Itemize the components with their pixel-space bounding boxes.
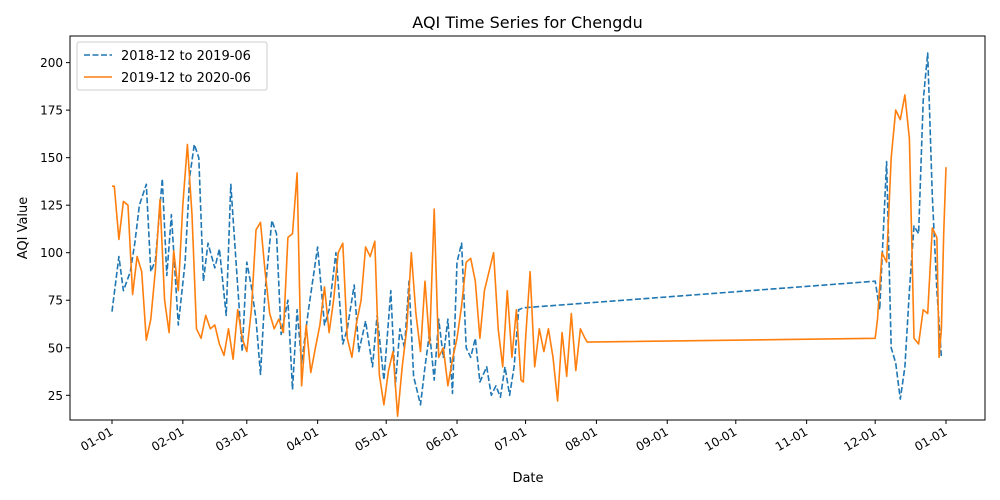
legend: 2018-12 to 2019-06 2019-12 to 2020-06: [76, 41, 268, 91]
y-tick-label: 175: [40, 104, 63, 118]
legend-box: [76, 41, 268, 91]
y-axis-label: AQI Value: [16, 197, 31, 260]
x-axis-label: Date: [512, 471, 543, 486]
y-tick-label: 25: [48, 389, 63, 403]
series-line-2: [112, 94, 947, 418]
y-tick-label: 75: [48, 294, 63, 308]
y-tick-label: 200: [40, 56, 63, 70]
y-tick-label: 150: [40, 151, 63, 165]
chart-title: AQI Time Series for Chengdu: [412, 13, 642, 32]
legend-label-series-1: 2018-12 to 2019-06: [121, 49, 251, 64]
plot-frame: [69, 35, 986, 421]
y-tick-label: 125: [40, 199, 63, 213]
y-axis: 25 50 75 100 125 150 175 200: [40, 56, 70, 403]
legend-label-series-2: 2019-12 to 2020-06: [121, 71, 251, 86]
y-tick-label: 50: [48, 341, 63, 355]
series-line-1: [111, 52, 943, 406]
series-layer: [111, 52, 947, 418]
y-tick-label: 100: [40, 246, 63, 260]
